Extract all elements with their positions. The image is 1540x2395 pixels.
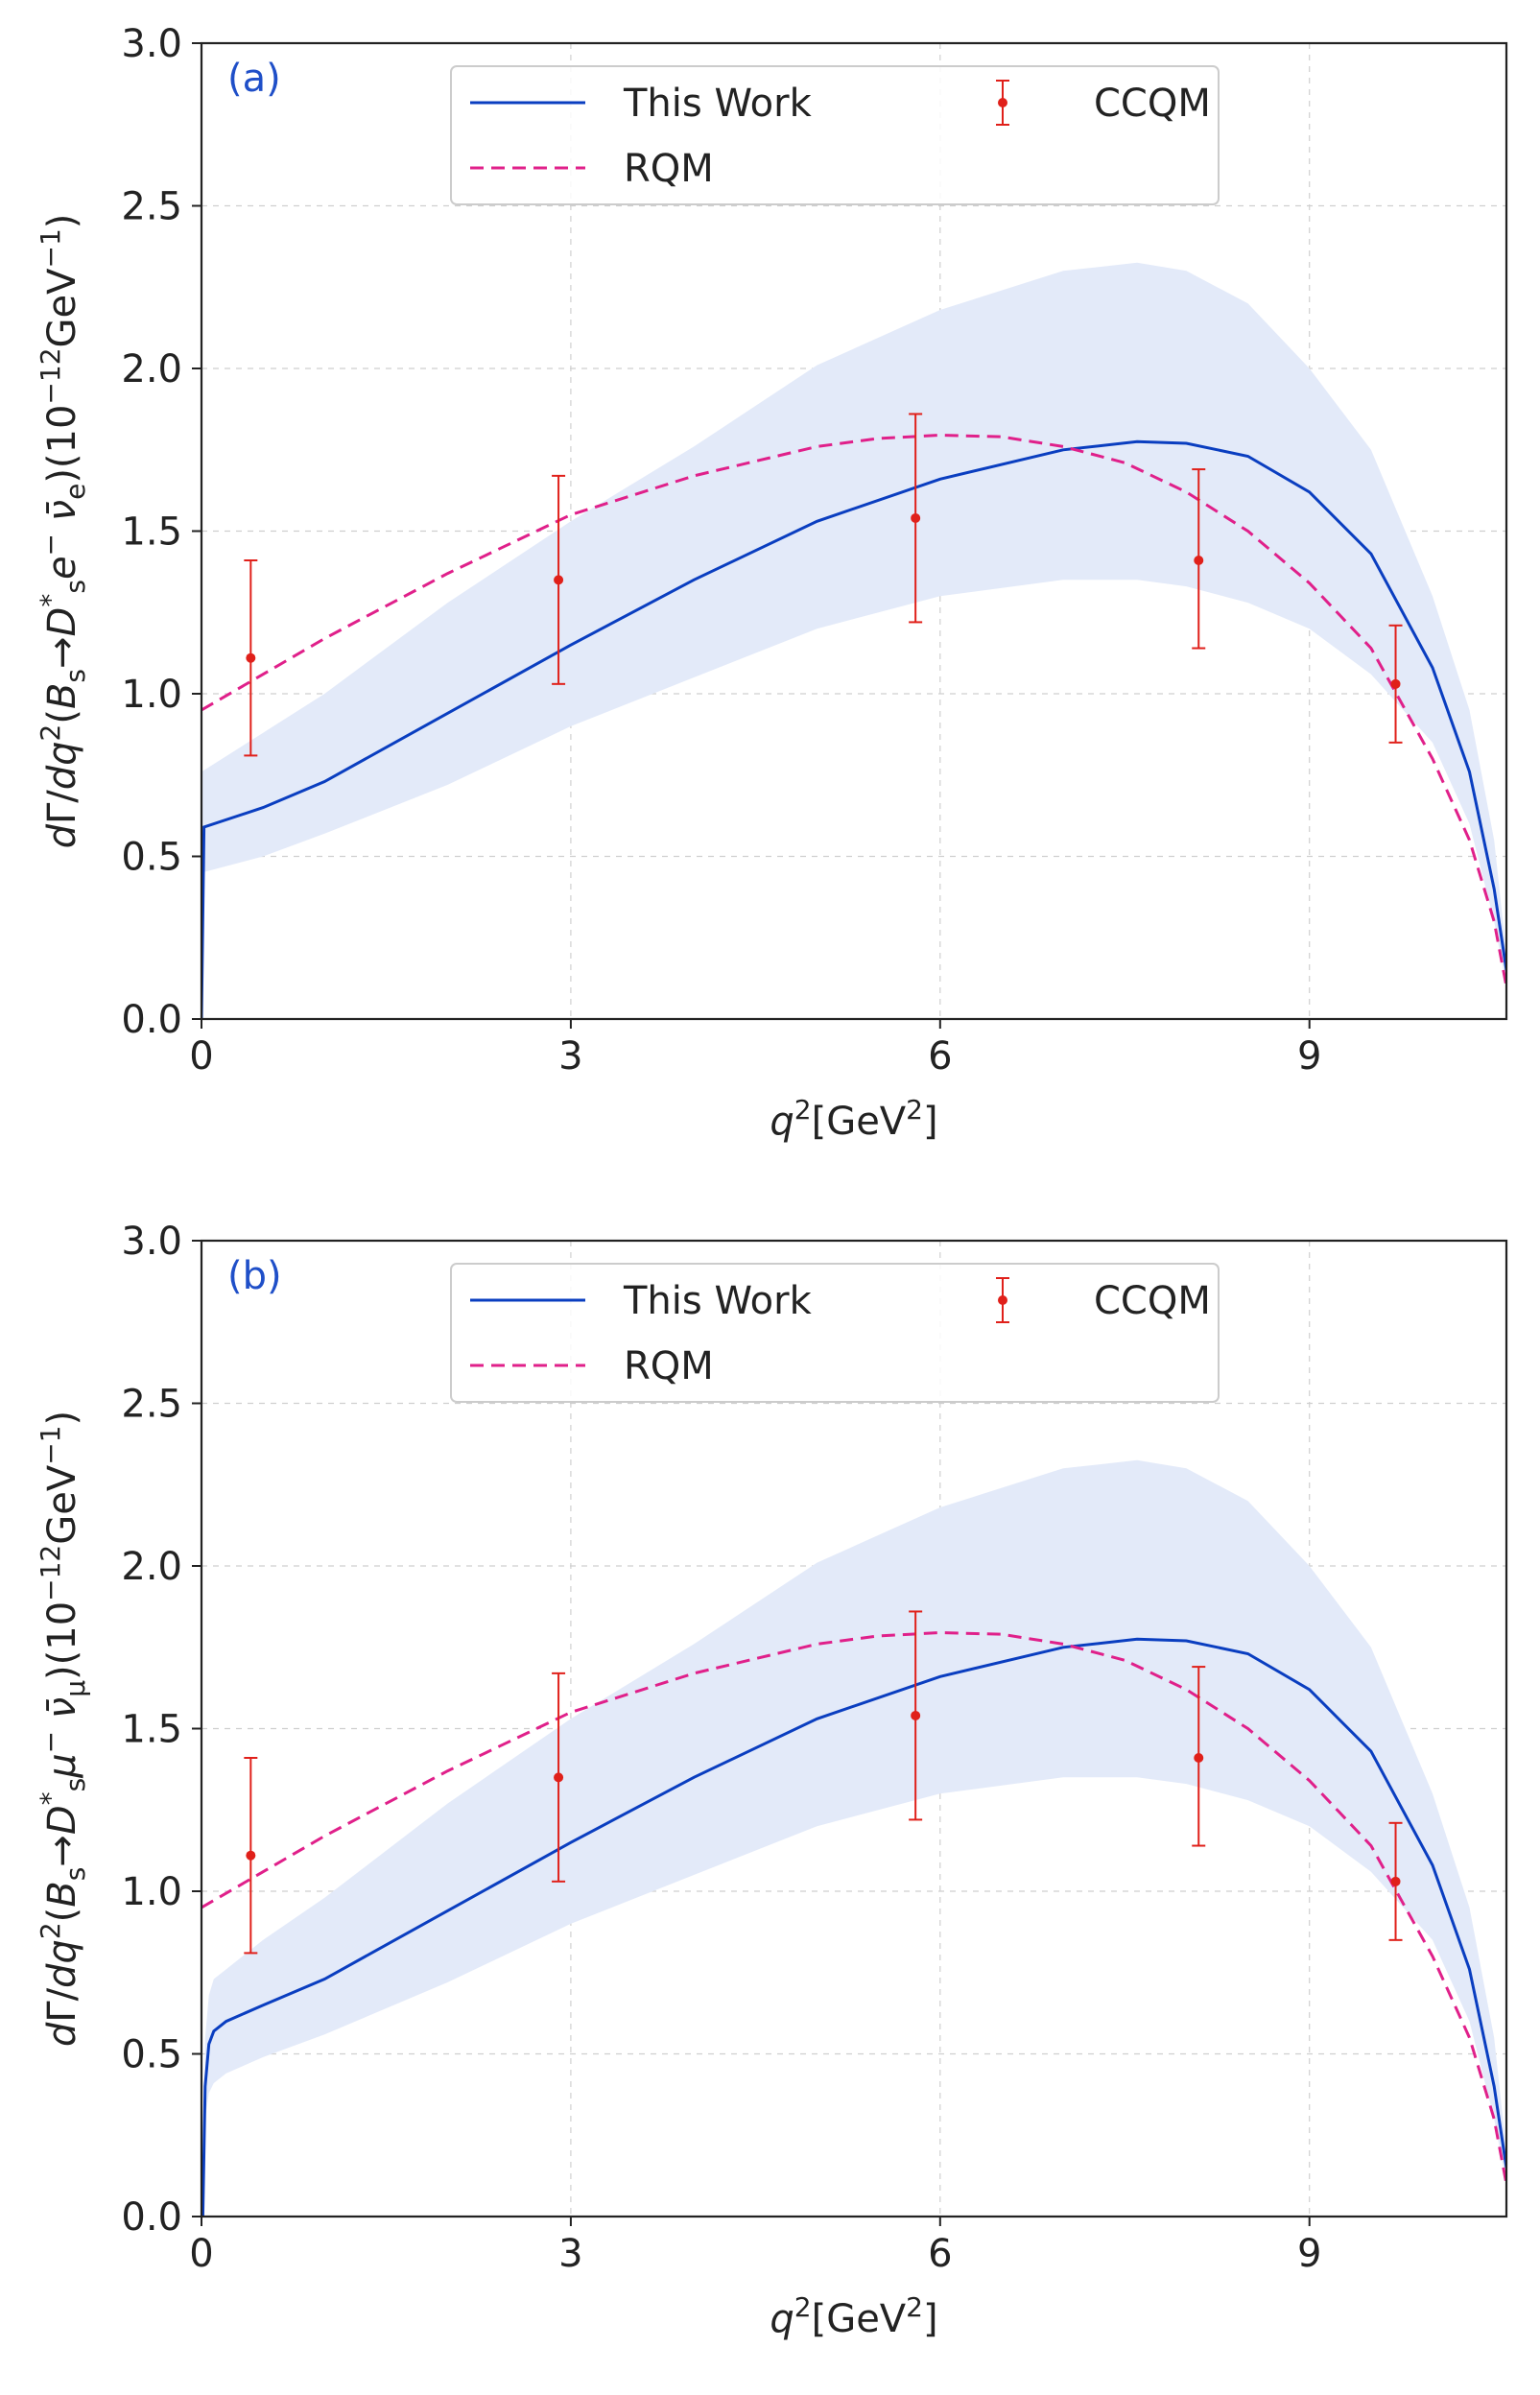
ccqm-marker xyxy=(554,575,564,585)
x-tick-label: 3 xyxy=(558,2232,582,2276)
y-tick-label: 2.5 xyxy=(121,185,182,229)
plot-area xyxy=(201,262,1506,1019)
ccqm-marker xyxy=(911,1710,921,1720)
rqm-dashed-line xyxy=(201,1630,1506,2185)
uncertainty-band xyxy=(202,1459,1506,2217)
y-tick-label: 0.5 xyxy=(121,2033,182,2077)
ccqm-marker xyxy=(1194,1753,1204,1764)
ccqm-point xyxy=(244,1757,258,1955)
legend-ccqm-marker xyxy=(998,1295,1007,1305)
ccqm-marker xyxy=(246,1850,256,1861)
ccqm-point xyxy=(909,1610,923,1821)
rqm-dashed-line xyxy=(201,433,1506,987)
ccqm-point xyxy=(552,1672,566,1883)
legend-this-work-label: This Work xyxy=(623,82,813,126)
y-tick-label: 0.0 xyxy=(121,2195,182,2240)
ccqm-marker xyxy=(1390,678,1401,689)
y-tick-label: 0.0 xyxy=(121,998,182,1042)
this-work-line xyxy=(201,1637,1506,2217)
y-tick-label: 3.0 xyxy=(121,1220,182,1264)
panel-label: (a) xyxy=(227,57,281,101)
ccqm-point xyxy=(1192,468,1206,650)
legend-rqm-label: RQM xyxy=(624,147,714,191)
x-tick-label: 0 xyxy=(189,2232,213,2276)
x-tick-label: 6 xyxy=(928,1034,952,1079)
x-axis-label: q2[GeV2] xyxy=(770,1094,937,1144)
y-tick-label: 2.5 xyxy=(121,1383,182,1427)
y-axis-label: dΓ/dq2(Bs→D*se− ν̄e)(10−12GeV−1) xyxy=(35,214,91,849)
legend-this-work-label: This Work xyxy=(623,1279,813,1323)
ccqm-point xyxy=(552,474,566,685)
ccqm-marker xyxy=(1194,556,1204,566)
legend: This Work RQM CCQM xyxy=(450,1263,1220,1403)
y-tick-label: 2.0 xyxy=(121,1545,182,1589)
y-tick-label: 3.0 xyxy=(121,22,182,66)
chart-panel-a: 0 3 6 9 0.0 0.5 1.0 1.5 2.0 2.5 3.0 (a) q2[GeV2] dΓ/d… xyxy=(35,22,1508,1144)
panel-label: (b) xyxy=(227,1254,282,1298)
uncertainty-band xyxy=(201,262,1506,987)
legend-ccqm-label: CCQM xyxy=(1094,82,1211,126)
legend-ccqm-marker xyxy=(998,98,1007,107)
ccqm-marker xyxy=(911,512,921,523)
y-tick-label: 1.5 xyxy=(121,510,182,555)
chart-panel-b: 0 3 6 9 0.0 0.5 1.0 1.5 2.0 2.5 3.0 (b) q2[GeV2] dΓ/d… xyxy=(35,1220,1508,2341)
plot-area xyxy=(201,1459,1506,2217)
ccqm-marker xyxy=(554,1772,564,1783)
ccqm-marker xyxy=(246,652,256,663)
ccqm-point xyxy=(1388,1821,1403,1941)
y-axis-label: dΓ/dq2(Bs→D*sμ− ν̄μ)(10−12GeV−1) xyxy=(35,1411,91,2047)
legend: This Work RQM CCQM xyxy=(450,65,1220,205)
x-axis-label: q2[GeV2] xyxy=(770,2291,937,2341)
x-tick-label: 9 xyxy=(1297,1034,1321,1079)
y-tick-label: 0.5 xyxy=(121,836,182,880)
y-tick-label: 1.0 xyxy=(121,1870,182,1914)
x-tick-label: 6 xyxy=(928,2232,952,2276)
ccqm-point xyxy=(1388,624,1403,744)
legend-box xyxy=(450,65,1220,205)
ccqm-marker xyxy=(1390,1876,1401,1886)
ccqm-point xyxy=(1192,1666,1206,1847)
x-tick-label: 3 xyxy=(558,1034,582,1079)
x-tick-label: 9 xyxy=(1297,2232,1321,2276)
legend-box xyxy=(450,1263,1220,1403)
y-tick-label: 1.5 xyxy=(121,1708,182,1752)
ccqm-point xyxy=(244,559,258,757)
x-tick-label: 0 xyxy=(189,1034,213,1079)
ccqm-point xyxy=(909,413,923,624)
legend-ccqm-label: CCQM xyxy=(1094,1279,1211,1323)
this-work-line xyxy=(201,439,1506,1019)
y-tick-label: 1.0 xyxy=(121,673,182,717)
legend-rqm-label: RQM xyxy=(624,1344,714,1388)
y-tick-label: 2.0 xyxy=(121,347,182,391)
